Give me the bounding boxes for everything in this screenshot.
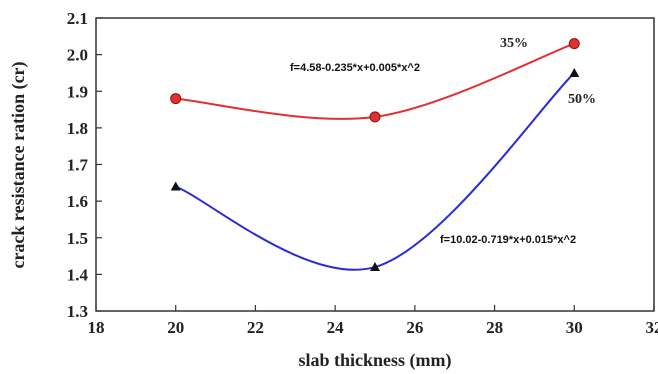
data-point-circle [369,111,381,123]
data-points [170,38,580,272]
data-point-triangle [370,262,380,272]
y-tick-label: 2.1 [67,9,88,28]
x-tick-label: 32 [646,318,658,337]
fit-curve-0 [175,42,575,120]
y-axis-ticks: 1.3 1.4 1.5 1.6 1.7 1.8 1.9 2.0 2.1 [67,9,102,321]
y-tick-label: 1.9 [67,82,88,101]
series-label-50: 50% [568,92,596,107]
data-point-triangle [170,181,181,191]
y-axis-title: crack resistance ration (cr) [8,61,29,268]
x-axis-title: slab thickness (mm) [298,350,451,371]
x-tick-label: 24 [327,318,345,337]
x-tick-label: 22 [247,318,264,337]
y-tick-label: 1.3 [67,302,88,321]
data-point-triangle [569,67,580,77]
y-tick-label: 1.8 [67,119,88,138]
x-tick-label: 28 [486,318,503,337]
fit-label-50: f=10.02-0.719*x+0.015*x^2 [440,234,576,246]
fit-label-35: f=4.58-0.235*x+0.005*x^2 [290,62,420,74]
series-label-35: 35% [500,36,528,51]
x-tick-label: 26 [406,318,423,337]
y-tick-label: 1.5 [67,229,88,248]
y-tick-label: 1.6 [67,192,88,211]
x-tick-label: 30 [566,318,583,337]
data-point-circle [568,38,580,50]
y-tick-label: 1.4 [67,265,89,284]
x-tick-label: 20 [167,318,184,337]
x-tick-label: 18 [88,318,105,337]
x-axis-ticks: 18 20 22 24 26 28 30 32 [88,305,658,337]
y-tick-label: 1.7 [67,156,89,175]
data-point-circle [170,93,182,105]
y-tick-label: 2.0 [67,46,88,65]
